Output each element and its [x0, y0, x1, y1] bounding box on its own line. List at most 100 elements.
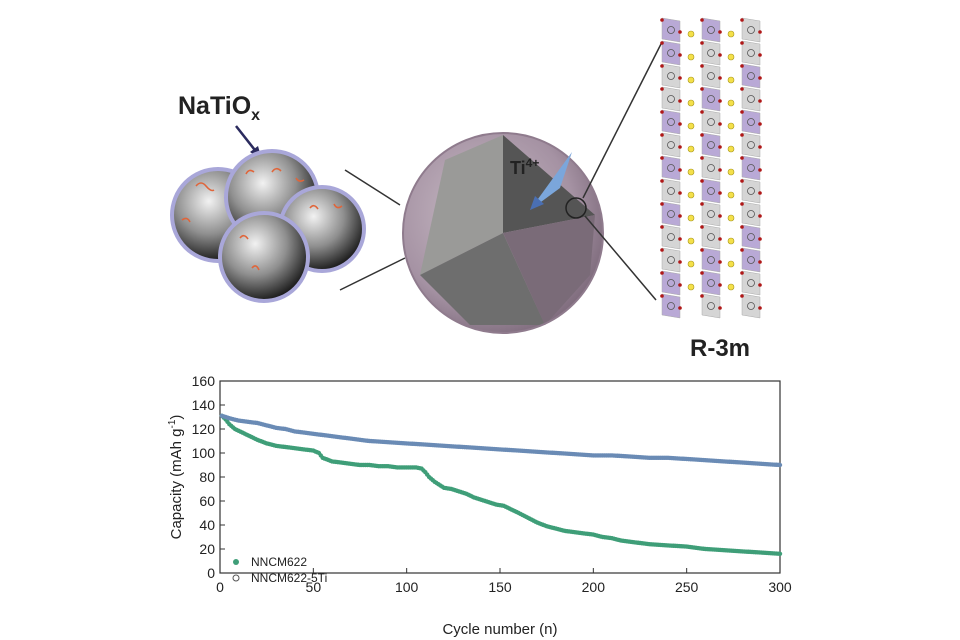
octahedron-layer [701, 40, 721, 66]
octahedron-layer [661, 178, 681, 204]
transition-metal-site [707, 26, 715, 34]
y-axis: 0 20 40 60 80 100 120 140 160 [192, 373, 225, 581]
oxygen-site [718, 237, 722, 241]
sodium-site [727, 145, 735, 153]
octahedron-layer [741, 270, 761, 296]
octahedron-layer [701, 132, 721, 158]
oxygen-site [740, 156, 744, 160]
dopant-label: Ti4+ [510, 156, 539, 178]
x-tick-label: 200 [582, 579, 606, 595]
sodium-site [687, 283, 695, 291]
oxygen-site [678, 53, 682, 57]
zoom-line-to-lattice-bottom [584, 215, 657, 301]
oxygen-site [700, 179, 704, 183]
oxygen-site [740, 294, 744, 298]
oxygen-site [758, 53, 762, 57]
sodium-site [687, 237, 695, 245]
oxygen-site [718, 214, 722, 218]
sodium-site [727, 283, 735, 291]
octahedron-layer [661, 109, 681, 135]
oxygen-site [758, 145, 762, 149]
y-tick-label: 120 [192, 421, 216, 437]
transition-metal-site [747, 141, 755, 149]
octahedron-layer [661, 293, 681, 319]
transition-metal-site [747, 256, 755, 264]
transition-metal-site [707, 256, 715, 264]
sodium-site [727, 122, 735, 130]
octahedron-layer [741, 178, 761, 204]
x-axis: 0 50 100 150 200 250 300 [216, 568, 792, 595]
transition-metal-site [667, 118, 675, 126]
oxygen-site [700, 87, 704, 91]
transition-metal-site [667, 49, 675, 57]
oxygen-site [740, 179, 744, 183]
data-point [777, 462, 783, 468]
sodium-site [727, 168, 735, 176]
octahedron-layer [701, 224, 721, 250]
oxygen-site [660, 64, 664, 68]
octahedron-layer [701, 109, 721, 135]
octahedron-layer [661, 63, 681, 89]
y-tick-label: 100 [192, 445, 216, 461]
oxygen-site [758, 122, 762, 126]
x-tick-label: 150 [488, 579, 512, 595]
x-tick-label: 250 [675, 579, 699, 595]
transition-metal-site [747, 210, 755, 218]
oxygen-site [660, 225, 664, 229]
transition-metal-site [707, 210, 715, 218]
oxygen-site [678, 237, 682, 241]
oxygen-site [718, 53, 722, 57]
legend-marker-nncm622-5ti [232, 574, 240, 582]
transition-metal-site [667, 26, 675, 34]
octahedron-layer [741, 17, 761, 43]
oxygen-site [678, 145, 682, 149]
coating-label: NaTiOx [178, 92, 260, 124]
oxygen-site [740, 41, 744, 45]
cross-section-sphere: Ti4+ [402, 132, 604, 334]
oxygen-site [700, 110, 704, 114]
oxygen-site [660, 202, 664, 206]
oxygen-site [660, 110, 664, 114]
oxygen-site [718, 122, 722, 126]
oxygen-site [758, 191, 762, 195]
oxygen-site [700, 225, 704, 229]
sodium-site [727, 214, 735, 222]
oxygen-site [758, 306, 762, 310]
octahedron-layer [701, 63, 721, 89]
octahedron-layer [741, 155, 761, 181]
oxygen-site [740, 18, 744, 22]
transition-metal-site [707, 233, 715, 241]
y-tick-label: 40 [199, 517, 215, 533]
oxygen-site [660, 271, 664, 275]
legend-label-nncm622: NNCM622 [251, 555, 307, 569]
oxygen-site [758, 214, 762, 218]
transition-metal-site [667, 187, 675, 195]
oxygen-site [758, 260, 762, 264]
octahedron-layer [741, 293, 761, 319]
y-tick-label: 60 [199, 493, 215, 509]
transition-metal-site [707, 302, 715, 310]
sodium-site [687, 30, 695, 38]
octahedron-layer [701, 201, 721, 227]
illustration: NaTiOx Ti4+ [170, 17, 762, 362]
transition-metal-site [667, 233, 675, 241]
transition-metal-site [667, 95, 675, 103]
oxygen-site [700, 64, 704, 68]
oxygen-site [740, 248, 744, 252]
transition-metal-site [667, 256, 675, 264]
transition-metal-site [747, 279, 755, 287]
octahedron-layer [701, 270, 721, 296]
octahedron-layer [701, 247, 721, 273]
octahedron-layer [661, 132, 681, 158]
data-series [219, 413, 783, 556]
transition-metal-site [667, 302, 675, 310]
oxygen-site [758, 99, 762, 103]
x-tick-label: 300 [768, 579, 792, 595]
oxygen-site [700, 294, 704, 298]
transition-metal-site [667, 141, 675, 149]
octahedron-layer [701, 86, 721, 112]
octahedron-layer [661, 155, 681, 181]
oxygen-site [678, 99, 682, 103]
oxygen-site [700, 202, 704, 206]
